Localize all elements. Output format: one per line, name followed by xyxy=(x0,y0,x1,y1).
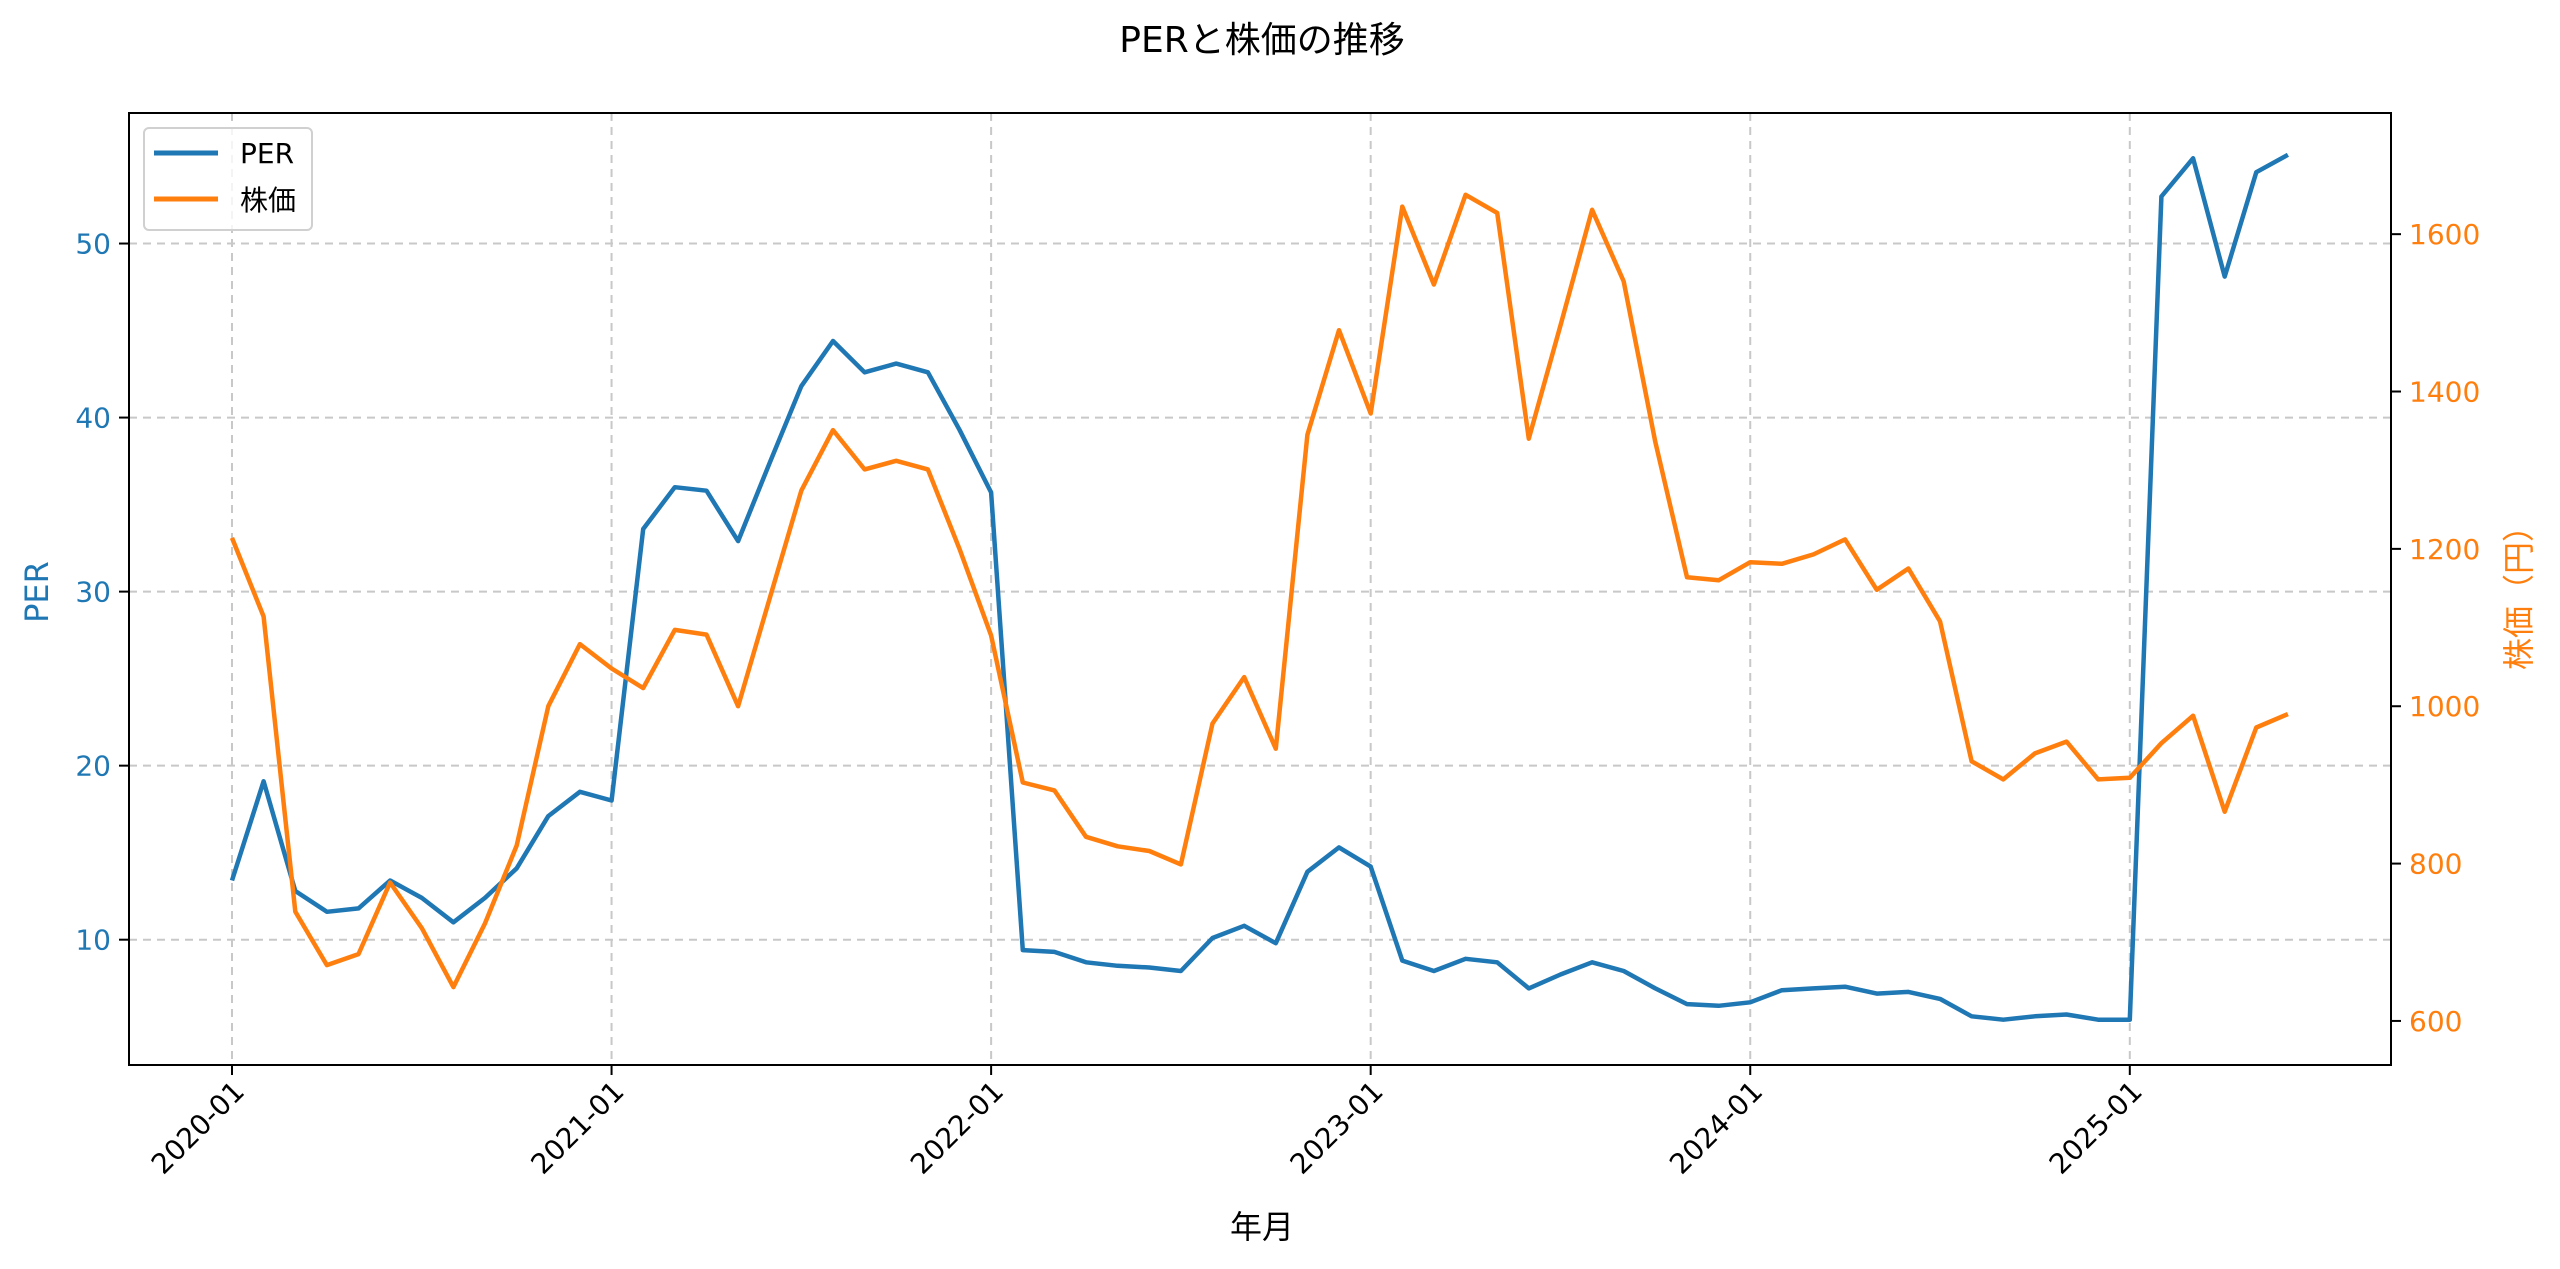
y-tick-label-right: 800 xyxy=(2409,848,2462,881)
x-tick-label: 2022-01 xyxy=(904,1075,1010,1181)
legend-label-price: 株価 xyxy=(240,184,296,217)
y-tick-label-right: 600 xyxy=(2409,1005,2462,1038)
y-tick-label-right: 1600 xyxy=(2409,218,2480,251)
y-axis-label-left: PER xyxy=(18,561,56,623)
chart-title: PERと株価の推移 xyxy=(1119,20,1404,61)
x-axis-ticks: 2020-01 2021-01 2022-01 2023-01 2024-01 2025-… xyxy=(145,1065,2149,1181)
x-tick-label: 2024-01 xyxy=(1663,1075,1769,1181)
plot-area-frame xyxy=(128,112,2392,1066)
series-lines xyxy=(229,152,2289,1022)
x-tick-label: 2021-01 xyxy=(524,1075,630,1181)
y-tick-label-left: 20 xyxy=(75,750,111,783)
x-axis-label: 年月 xyxy=(1230,1208,1294,1246)
y-tick-label-left: 10 xyxy=(75,924,111,957)
legend-label-per: PER xyxy=(240,137,294,170)
y-tick-label-right: 1000 xyxy=(2409,690,2480,723)
y-tick-label-right: 1400 xyxy=(2409,376,2480,409)
grid-lines xyxy=(129,113,2391,1065)
y-tick-label-left: 50 xyxy=(75,228,111,261)
y-axis-label-right: 株価（円） xyxy=(2500,510,2538,670)
y-tick-label-right: 1200 xyxy=(2409,533,2480,566)
x-tick-label: 2020-01 xyxy=(145,1075,251,1181)
x-tick-label: 2025-01 xyxy=(2043,1075,2149,1181)
per-line xyxy=(229,152,2289,1022)
left-y-axis-ticks: 10 20 30 40 50 xyxy=(75,228,129,957)
x-tick-label: 2023-01 xyxy=(1284,1075,1390,1181)
y-tick-label-left: 40 xyxy=(75,402,111,435)
legend: PER 株価 xyxy=(143,127,313,231)
price-line xyxy=(229,192,2289,990)
y-tick-label-left: 30 xyxy=(75,576,111,609)
right-y-axis-ticks: 600 800 1000 1200 1400 1600 xyxy=(2391,218,2480,1038)
